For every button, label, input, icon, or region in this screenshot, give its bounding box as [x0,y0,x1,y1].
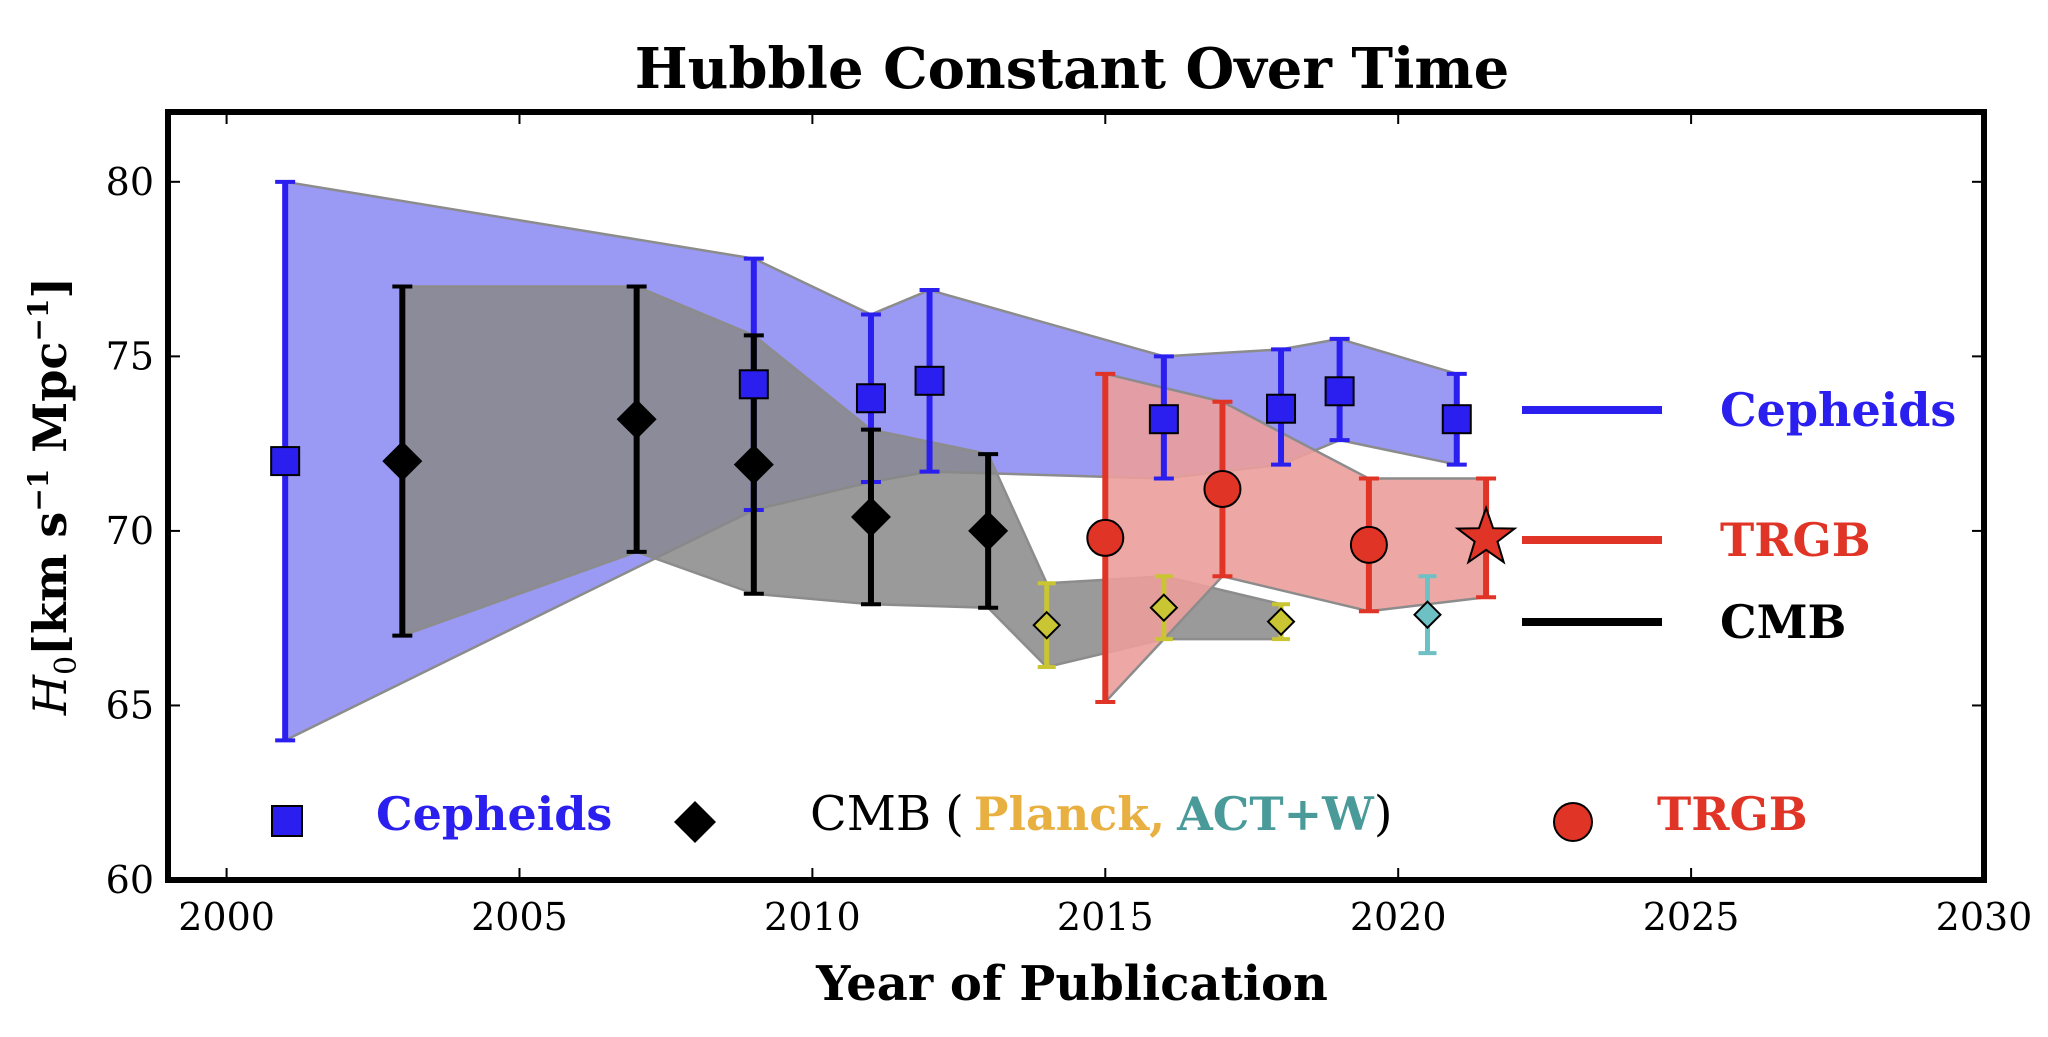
y-tick-label-80: 80 [106,160,154,204]
cepheids-point-1 [738,369,769,400]
y-tick-label-65: 65 [106,683,154,727]
trgb-point-1 [1203,470,1242,509]
uncertainty-bands [283,180,1488,742]
cepheids-point-7 [1441,404,1472,435]
y-axis-label: H0[km s−1 Mpc−1] [22,277,84,716]
legend-cepheids-square-icon [271,805,303,837]
cepheids-point-5 [1266,393,1297,424]
cepheids-point-3 [914,365,945,396]
planck-point-2 [1266,607,1296,637]
planck-point-0 [1032,610,1062,640]
planck-point-1 [1149,593,1179,623]
legend-right-trgb-label: TRGB [1720,513,1871,567]
cmb-point-1 [616,399,657,440]
data-markers [270,365,1518,640]
x-tick-label-2030: 2030 [1936,895,2033,939]
legend-cmb-label: CMB(Planck, ACT+W) [810,786,1393,842]
cmb-point-2 [733,444,774,485]
y-tick-label-60: 60 [106,858,154,902]
cepheids-point-0 [270,446,301,477]
y-tick-label-70: 70 [106,509,154,553]
trgb-star-point-0 [1454,504,1518,565]
legend-cmb-diamond-icon [674,801,716,843]
chart-title: Hubble Constant Over Time [635,36,1510,102]
trgb-point-0 [1086,518,1125,557]
x-tick-label-2025: 2025 [1643,895,1740,939]
legend-trgb-circle-icon [1553,802,1593,842]
legend-bottom: Cepheids CMB(Planck, ACT+W) TRGB [271,786,1808,843]
x-tick-label-2015: 2015 [1057,895,1154,939]
cmb-point-0 [382,441,423,482]
axis-ticks: 2000 2005 2010 2015 2020 2025 2030 60 65 70 75 80 [106,112,2033,939]
legend-right-cepheids-label: Cepheids [1720,383,1956,437]
legend-right: Cepheids TRGB CMB [1522,383,1956,649]
cmb-point-3 [850,496,891,537]
legend-right-cmb-label: CMB [1720,595,1846,649]
x-tick-label-2005: 2005 [471,895,568,939]
plot-frame [165,109,1987,883]
legend-trgb-label: TRGB [1657,787,1808,841]
legend-cepheids-label: Cepheids [376,787,612,841]
cepheids-point-2 [855,383,886,414]
cmb-point-4 [968,510,1009,551]
x-tick-label-2020: 2020 [1350,895,1447,939]
cepheids-point-4 [1148,404,1179,435]
trgb-point-2 [1349,525,1388,564]
act-w-point-0 [1413,600,1442,630]
cepheids-point-6 [1324,376,1355,407]
x-axis-label: Year of Publication [815,956,1328,1012]
x-tick-label-2010: 2010 [764,895,861,939]
x-tick-label-2000: 2000 [178,895,275,939]
y-tick-label-75: 75 [106,334,154,378]
